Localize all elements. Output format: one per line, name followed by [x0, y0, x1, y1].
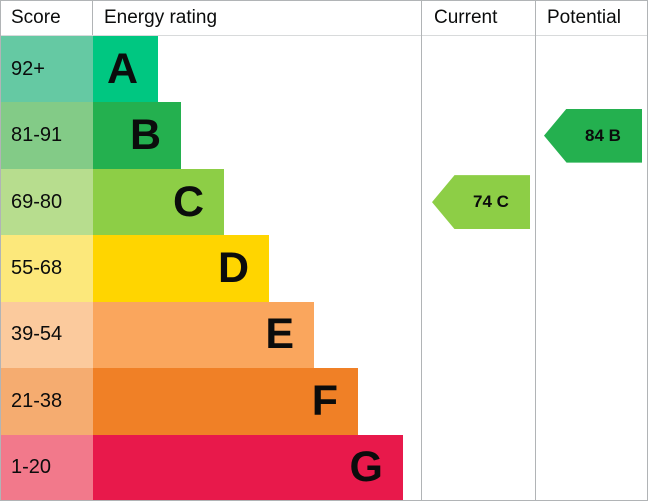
- score-cell: 55-68: [1, 235, 93, 302]
- score-range-label: 1-20: [11, 456, 52, 479]
- score-range-label: 39-54: [11, 323, 63, 346]
- potential-arrow-label: 84 B: [585, 125, 621, 145]
- score-cell: 81-91: [1, 102, 93, 169]
- current-column-divider: [421, 1, 422, 500]
- band-row: 21-38 F: [1, 368, 647, 435]
- score-range-label: 55-68: [11, 256, 63, 279]
- band-letter: E: [265, 310, 294, 359]
- potential-arrow: 84 B: [544, 108, 642, 163]
- current-arrow: 74 C: [432, 175, 530, 230]
- rating-bar: B: [93, 102, 181, 169]
- band-row: 55-68 D: [1, 235, 647, 302]
- header-energy-rating: Energy rating: [104, 7, 218, 28]
- score-range-label: 92+: [11, 57, 45, 80]
- header-current: Current: [434, 7, 498, 28]
- band-letter: B: [129, 111, 161, 160]
- band-letter: G: [349, 443, 383, 492]
- chart-header: Score Energy rating Current Potential: [1, 1, 647, 36]
- header-potential: Potential: [547, 7, 621, 28]
- rating-bar: D: [93, 235, 269, 302]
- score-cell: 1-20: [1, 434, 93, 500]
- score-range-label: 81-91: [11, 124, 63, 147]
- band-letter: F: [311, 376, 338, 425]
- rating-bar: C: [93, 168, 224, 236]
- band-letter: C: [172, 177, 204, 226]
- potential-column-divider: [535, 1, 536, 500]
- score-cell: 39-54: [1, 301, 93, 369]
- score-cell: 21-38: [1, 368, 93, 435]
- band-row: 69-80 C: [1, 168, 647, 236]
- band-row: 39-54 E: [1, 301, 647, 369]
- rating-bar: A: [93, 36, 158, 103]
- score-range-label: 69-80: [11, 190, 63, 213]
- rating-bar: E: [93, 301, 314, 369]
- score-cell: 92+: [1, 36, 93, 103]
- current-arrow-label: 74 C: [473, 192, 509, 212]
- band-row: 92+ A: [1, 36, 647, 103]
- rating-bar: G: [93, 434, 403, 500]
- band-letter: D: [217, 243, 249, 292]
- rating-bar: F: [93, 368, 358, 435]
- score-range-label: 21-38: [11, 389, 63, 412]
- score-cell: 69-80: [1, 168, 93, 236]
- band-letter: A: [106, 44, 138, 93]
- band-row: 81-91 B: [1, 102, 647, 169]
- header-score: Score: [1, 1, 93, 35]
- rows: 92+ A 81-91 B 69-80 C 55-68 D 39-54: [1, 36, 647, 500]
- band-row: 1-20 G: [1, 434, 647, 500]
